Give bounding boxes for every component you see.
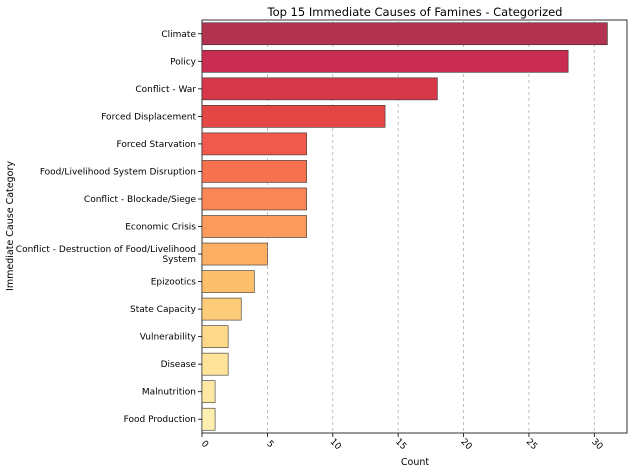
y-tick-label: State Capacity — [130, 305, 197, 315]
chart-title: Top 15 Immediate Causes of Famines - Cat… — [267, 5, 563, 19]
y-axis-label: Immediate Cause Category — [5, 161, 16, 291]
x-tick-label: 5 — [264, 439, 275, 450]
bar — [201, 270, 255, 293]
y-tick-label: Conflict - War — [135, 85, 196, 95]
y-tick-label: Epizootics — [151, 278, 197, 288]
y-tick-label: Forced Starvation — [117, 140, 196, 150]
x-tick-label: 30 — [589, 437, 604, 452]
y-tick-label: Economic Crisis — [125, 223, 196, 233]
bar — [201, 407, 216, 431]
y-tick-label: Vulnerability — [140, 333, 197, 343]
y-tick-label: Policy — [170, 57, 197, 67]
bar — [201, 105, 386, 128]
x-tick-label: 20 — [458, 437, 473, 452]
x-tick-label: 10 — [328, 437, 343, 452]
y-tick-label: Food/Livelihood System Disruption — [40, 167, 196, 177]
x-ticks: 0 5 10 15 20 25 30 — [199, 433, 604, 452]
bars — [201, 22, 608, 431]
bar — [201, 380, 216, 404]
y-tick-labels: Climate Policy Conflict - War Forced Displa… — [16, 30, 202, 425]
x-tick-label: 25 — [524, 437, 539, 452]
bar — [201, 77, 438, 101]
bar — [201, 215, 307, 238]
y-tick-label: System — [162, 255, 196, 265]
y-tick-label: Conflict - Blockade/Siege — [84, 195, 197, 205]
x-axis-label: Count — [401, 457, 429, 468]
y-tick-label: Climate — [161, 30, 196, 40]
x-tick-label: 15 — [393, 437, 408, 452]
bar — [201, 49, 569, 73]
bar — [201, 297, 242, 321]
x-tick-label: 0 — [199, 439, 210, 450]
bar — [201, 160, 307, 183]
bar — [201, 22, 608, 46]
y-tick-label: Conflict - Destruction of Food/Livelihoo… — [16, 245, 196, 255]
y-tick-label: Malnutrition — [142, 388, 196, 398]
bar — [201, 352, 229, 376]
y-tick-label: Food Production — [124, 415, 196, 425]
bar — [201, 187, 307, 211]
y-tick-label: Disease — [161, 360, 197, 370]
y-tick-label: Forced Displacement — [101, 112, 196, 122]
bar — [201, 325, 229, 348]
bar — [201, 132, 307, 156]
bar — [201, 242, 268, 266]
